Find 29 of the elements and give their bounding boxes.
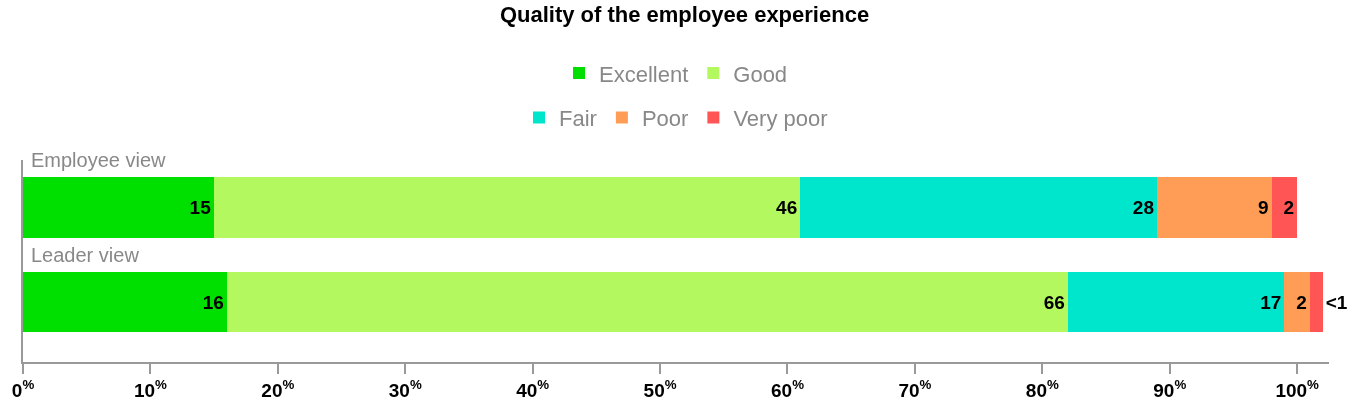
x-tick-label: 70$^{%}$ <box>898 376 932 401</box>
x-tick-label: 50$^{%}$ <box>643 376 677 401</box>
data-label: 17 <box>1260 291 1282 313</box>
data-label: 46 <box>776 196 798 218</box>
x-tick-label: 80$^{%}$ <box>1025 376 1059 401</box>
data-label: 66 <box>1043 291 1065 313</box>
data-label: 9 <box>1258 196 1269 218</box>
data-label: 15 <box>189 196 212 218</box>
y-tick-label: Leader view <box>31 244 140 266</box>
data-label: 28 <box>1132 196 1154 218</box>
data-label: 16 <box>202 291 224 313</box>
x-tick-label: 40$^{%}$ <box>516 376 550 401</box>
legend-label: Poor <box>641 105 689 131</box>
x-tick-label: 10$^{%}$ <box>133 376 168 401</box>
x-tick-label: 0$^{%}$ <box>11 376 35 401</box>
legend-label: Good <box>733 61 788 87</box>
legend-label: Excellent <box>599 61 689 87</box>
data-label: 2 <box>1283 196 1295 218</box>
data-label: 2 <box>1296 291 1307 313</box>
x-tick-label: 20$^{%}$ <box>261 376 295 401</box>
x-tick-label: 90$^{%}$ <box>1153 376 1187 401</box>
y-tick-label: Employee view <box>31 149 167 171</box>
legend-label: Fair <box>559 105 597 131</box>
legend-label: Very poor <box>733 105 828 131</box>
x-tick-label: 30$^{%}$ <box>388 376 422 401</box>
x-tick-label: 60$^{%}$ <box>771 376 805 401</box>
data-label: <1 <box>1325 291 1348 313</box>
x-tick-label: 100$^{%}$ <box>1275 376 1320 401</box>
chart-title: Quality of the employee experience <box>499 1 870 27</box>
